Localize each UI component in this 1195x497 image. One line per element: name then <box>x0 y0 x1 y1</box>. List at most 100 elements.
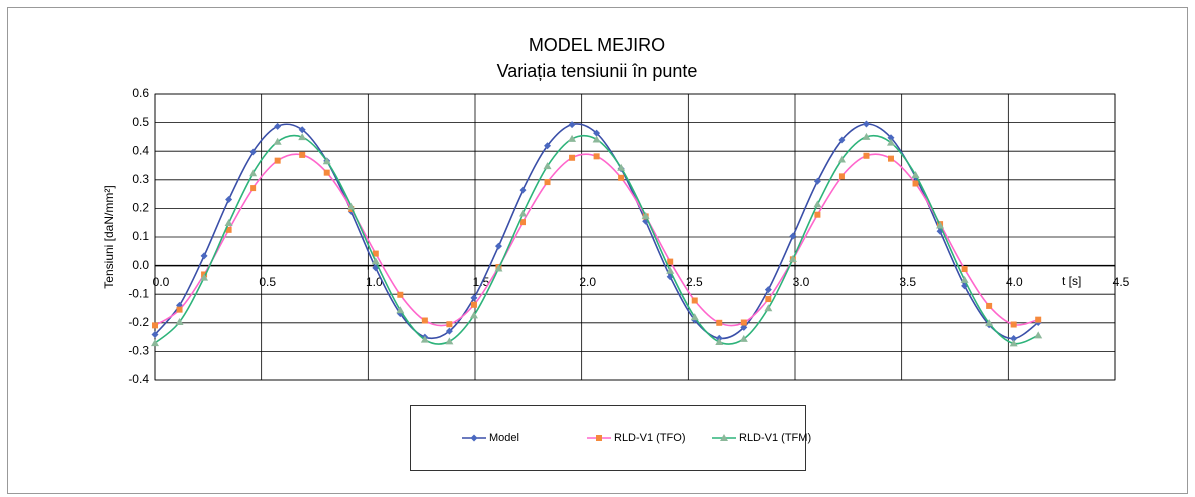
data-point <box>985 319 994 327</box>
legend-label: Model <box>489 432 519 444</box>
chart-title: MODEL MEJIRO <box>529 35 665 55</box>
y-tick-label: 0.0 <box>132 258 149 272</box>
data-point <box>371 257 380 265</box>
y-tick-label: 0.1 <box>132 229 149 243</box>
data-point <box>152 322 158 329</box>
data-point <box>519 209 527 217</box>
data-point <box>593 153 600 160</box>
data-point <box>322 157 331 165</box>
x-tick-label: 3.0 <box>793 275 810 289</box>
data-point <box>764 304 773 312</box>
data-point <box>887 134 895 142</box>
x-tick-label: 4.5 <box>1113 275 1130 289</box>
data-point <box>446 321 453 328</box>
data-point <box>200 252 208 260</box>
data-point <box>814 211 821 218</box>
data-point <box>764 286 772 294</box>
data-point <box>420 335 429 343</box>
data-point <box>986 302 993 309</box>
data-point <box>396 306 405 314</box>
legend-label: RLD-V1 (TFM) <box>739 432 811 444</box>
x-tick-label: 3.5 <box>899 275 916 289</box>
y-axis-label: Tensiuni [daN/mm²] <box>102 185 116 288</box>
data-point <box>273 137 282 145</box>
data-point <box>543 162 552 170</box>
data-point <box>225 226 232 233</box>
data-point <box>960 275 969 283</box>
x-tick-label: 1.0 <box>366 275 383 289</box>
x-tick-label: 0.0 <box>153 275 170 289</box>
data-point <box>175 317 184 325</box>
legend-marker <box>720 434 728 441</box>
data-point <box>592 135 601 143</box>
data-point <box>888 155 894 162</box>
x-tick-label: 1.5 <box>473 275 490 289</box>
data-point <box>1010 335 1018 343</box>
y-tick-label: -0.1 <box>128 286 149 300</box>
data-point <box>667 258 674 265</box>
data-point <box>544 179 551 186</box>
data-point <box>298 126 306 134</box>
data-point <box>470 294 478 302</box>
data-point <box>690 313 699 321</box>
data-point <box>520 219 526 226</box>
data-point <box>961 266 968 273</box>
data-point <box>274 157 281 164</box>
data-point <box>151 331 159 339</box>
y-tick-label: -0.2 <box>128 315 149 329</box>
data-point <box>838 136 846 144</box>
data-point <box>641 211 650 219</box>
data-point <box>347 202 356 210</box>
data-point <box>1010 321 1017 328</box>
data-point <box>544 142 552 150</box>
data-point <box>568 121 576 129</box>
data-point <box>519 186 527 194</box>
data-point <box>274 122 282 130</box>
data-point <box>176 306 183 313</box>
data-point <box>691 297 698 304</box>
data-point <box>1009 339 1018 347</box>
x-tick-label: 2.0 <box>579 275 596 289</box>
data-point <box>200 273 209 281</box>
x-tick-label: 0.5 <box>259 275 276 289</box>
x-axis-label: t [s] <box>1062 274 1081 288</box>
data-point <box>887 138 895 146</box>
legend-label: RLD-V1 (TFO) <box>614 432 686 444</box>
data-point <box>249 148 257 156</box>
data-point <box>837 155 846 163</box>
data-point <box>912 180 919 187</box>
data-point <box>568 134 577 142</box>
data-point <box>151 339 159 347</box>
data-point <box>323 169 330 176</box>
data-point <box>494 264 503 272</box>
data-point <box>421 317 428 324</box>
data-point <box>740 323 748 331</box>
data-point <box>249 169 258 177</box>
chart-subtitle: Variația tensiunii în punte <box>497 61 698 81</box>
data-point <box>569 154 576 161</box>
y-tick-label: -0.3 <box>128 344 149 358</box>
data-point <box>372 250 379 257</box>
data-point <box>250 185 257 192</box>
data-point <box>224 218 233 226</box>
y-tick-label: 0.2 <box>132 201 149 215</box>
y-tick-label: 0.6 <box>132 86 149 100</box>
legend-marker <box>596 435 602 441</box>
data-point <box>813 200 822 208</box>
data-point <box>494 242 502 250</box>
data-point <box>225 196 233 204</box>
data-point <box>397 291 404 298</box>
data-point <box>788 255 797 263</box>
data-point <box>1035 316 1042 323</box>
data-point <box>445 337 454 345</box>
y-tick-label: -0.4 <box>128 372 149 386</box>
data-point <box>838 173 845 180</box>
data-point <box>716 319 723 326</box>
y-tick-label: 0.5 <box>132 115 149 129</box>
data-point <box>593 129 601 137</box>
x-tick-label: 4.0 <box>1006 275 1023 289</box>
x-tick-label: 2.5 <box>686 275 703 289</box>
data-point <box>445 327 453 335</box>
